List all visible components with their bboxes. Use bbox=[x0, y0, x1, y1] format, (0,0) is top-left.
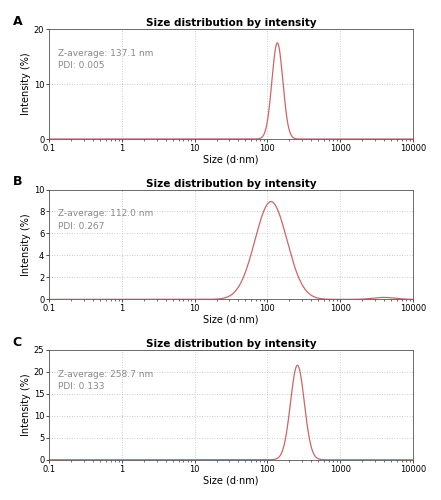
Text: Z-average: 112.0 nm
PDI: 0.267: Z-average: 112.0 nm PDI: 0.267 bbox=[58, 210, 153, 231]
X-axis label: Size (d·nm): Size (d·nm) bbox=[203, 475, 259, 485]
Y-axis label: Intensity (%): Intensity (%) bbox=[21, 374, 31, 436]
Title: Size distribution by intensity: Size distribution by intensity bbox=[146, 339, 316, 349]
X-axis label: Size (d·nm): Size (d·nm) bbox=[203, 154, 259, 164]
Y-axis label: Intensity (%): Intensity (%) bbox=[21, 213, 31, 276]
Title: Size distribution by intensity: Size distribution by intensity bbox=[146, 178, 316, 188]
Y-axis label: Intensity (%): Intensity (%) bbox=[21, 53, 31, 116]
Text: A: A bbox=[13, 15, 22, 28]
Text: Z-average: 137.1 nm
PDI: 0.005: Z-average: 137.1 nm PDI: 0.005 bbox=[58, 49, 153, 70]
Text: Z-average: 258.7 nm
PDI: 0.133: Z-average: 258.7 nm PDI: 0.133 bbox=[58, 370, 153, 391]
Text: B: B bbox=[13, 176, 22, 188]
X-axis label: Size (d·nm): Size (d·nm) bbox=[203, 314, 259, 324]
Title: Size distribution by intensity: Size distribution by intensity bbox=[146, 18, 316, 28]
Text: C: C bbox=[13, 336, 22, 349]
